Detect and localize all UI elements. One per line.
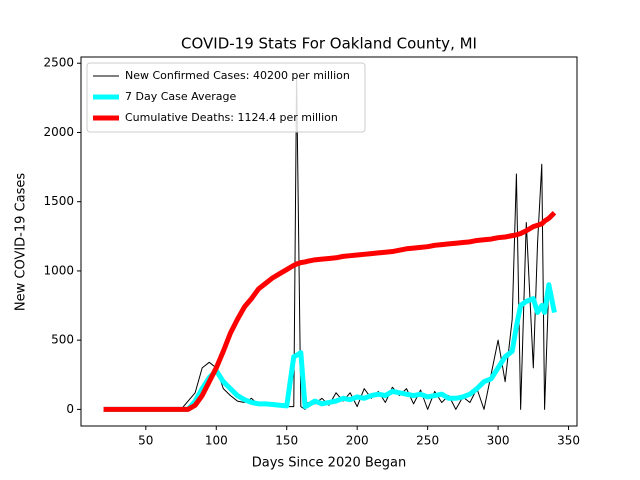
y-tick-label: 500 [51, 333, 74, 347]
plot-frame [80, 56, 578, 427]
x-tick-label: 200 [346, 434, 369, 448]
y-axis-label: New COVID-19 Cases [14, 173, 29, 311]
x-tick-label: 300 [487, 434, 510, 448]
x-axis-label: Days Since 2020 Began [252, 456, 407, 471]
chart-title: COVID-19 Stats For Oakland County, MI [181, 35, 477, 53]
x-tick-label: 250 [416, 434, 439, 448]
legend: New Confirmed Cases: 40200 per million 7 … [86, 62, 366, 133]
x-tick-label: 150 [275, 434, 298, 448]
series-line [103, 282, 557, 412]
legend-label: Cumulative Deaths: 1124.4 per million [125, 111, 338, 124]
x-tick-label: 350 [557, 434, 580, 448]
x-tick-label: 50 [138, 434, 153, 448]
series-line [103, 73, 555, 410]
y-tick-label: 1500 [43, 194, 74, 208]
legend-label: New Confirmed Cases: 40200 per million [125, 69, 350, 82]
x-tick-label: 100 [205, 434, 228, 448]
y-tick-label: 2000 [43, 125, 74, 139]
y-tick-label: 2500 [43, 56, 74, 70]
legend-box [86, 62, 366, 133]
y-tick-label: 1000 [43, 263, 74, 277]
series-line [103, 210, 557, 412]
y-tick-label: 0 [66, 402, 74, 416]
legend-label: 7 Day Case Average [125, 90, 237, 103]
